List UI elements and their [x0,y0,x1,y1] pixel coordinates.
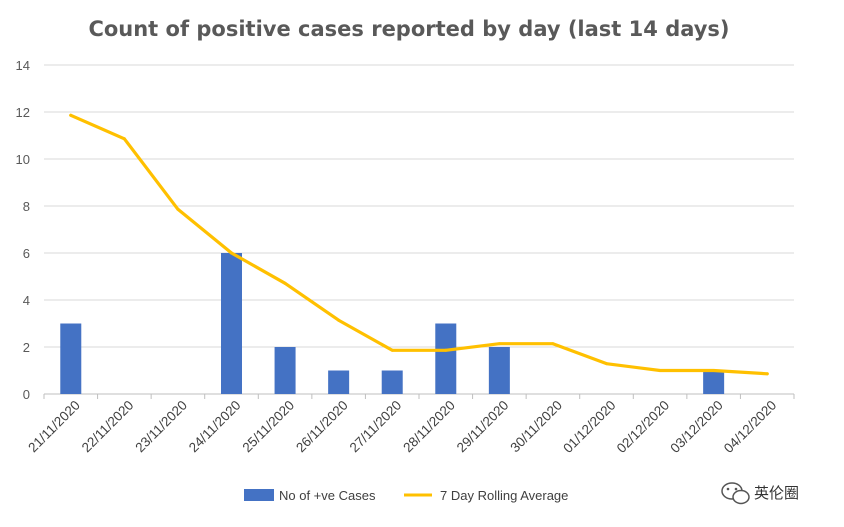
bar [221,253,242,394]
line-point [765,372,769,376]
bar [488,347,510,394]
bar [328,370,350,394]
y-axis-ticks: 0 2 4 6 8 10 12 14 [16,58,30,402]
y-tick-label: 8 [23,199,30,214]
bar [435,323,457,394]
line-point [605,362,608,366]
bar [274,347,296,394]
line-point [176,207,180,211]
y-tick-label: 12 [16,105,30,120]
x-tick-label: 25/11/2020 [240,398,298,456]
line-point [230,251,233,255]
bar [60,323,82,394]
bar [703,370,725,394]
x-tick-label: 23/11/2020 [132,398,190,456]
x-tick-label: 02/12/2020 [614,398,672,456]
x-tick-label: 30/11/2020 [507,398,565,456]
x-tick-label: 24/11/2020 [186,398,244,456]
line-point [390,348,394,352]
watermark: 英伦圈 [721,482,799,505]
x-tick-label: 29/11/2020 [454,398,512,456]
x-tick-label: 01/12/2020 [560,398,618,456]
gridlines [44,64,794,395]
legend: No of +ve Cases 7 Day Rolling Average [244,488,568,503]
legend-label-cases: No of +ve Cases [279,488,376,503]
line-point [444,348,448,352]
y-tick-label: 6 [23,246,30,261]
y-tick-label: 10 [16,152,30,167]
chart-title: Count of positive cases reported by day … [88,17,729,41]
x-tick-label: 21/11/2020 [25,398,83,456]
line-point [337,318,341,322]
wechat-icon [721,482,750,505]
line-point [122,137,126,141]
x-tick-label: 28/11/2020 [400,398,458,456]
legend-label-average: 7 Day Rolling Average [440,488,568,503]
line-point [69,113,73,117]
x-tick-label: 04/12/2020 [721,398,779,456]
x-tick-label: 26/11/2020 [293,398,351,456]
x-axis-ticks: 21/11/202022/11/202023/11/202024/11/2020… [25,394,795,456]
line-point [497,342,501,346]
y-tick-label: 0 [23,387,30,402]
line-series [69,113,769,376]
rolling-average-line [69,113,769,376]
bar [381,370,403,394]
y-tick-label: 4 [23,293,30,308]
y-tick-label: 14 [16,58,30,73]
x-tick-label: 27/11/2020 [347,398,405,456]
line-point [712,369,716,372]
watermark-text: 英伦圈 [754,484,799,502]
line-point [658,369,662,372]
bar-series [60,253,725,394]
x-tick-label: 03/12/2020 [667,398,725,456]
line-point [283,281,287,285]
x-tick-label: 22/11/2020 [79,398,137,456]
y-tick-label: 2 [23,340,30,355]
legend-swatch-cases [244,489,274,501]
line-point [551,342,555,346]
